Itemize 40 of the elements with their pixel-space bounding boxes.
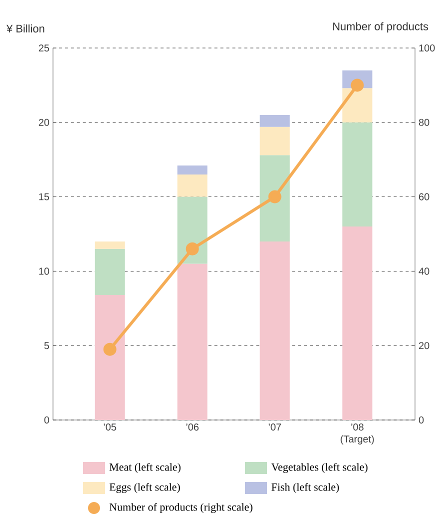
y2-tick-label: 80 xyxy=(418,118,430,126)
bar xyxy=(342,122,372,227)
legend-label: Vegetables (left scale) xyxy=(271,462,368,474)
x-tick-label: ’07 xyxy=(268,424,281,431)
bar xyxy=(177,174,208,197)
bar xyxy=(94,248,125,296)
x-tick-label: ’08 (Target) xyxy=(340,424,374,444)
x-tick-label: ’05 xyxy=(104,424,116,431)
bar xyxy=(177,166,208,174)
y2-axis-title: Number of products xyxy=(333,22,428,32)
y-tick-label: 5 xyxy=(44,342,50,350)
legend-label: Fish (left scale) xyxy=(272,482,339,494)
y-axis-title: ¥ Billion xyxy=(6,24,44,32)
y2-tick-label: 0 xyxy=(418,416,424,424)
y-tick-label: 25 xyxy=(38,44,50,52)
bar xyxy=(342,226,372,420)
point xyxy=(103,342,116,356)
legend-label: Number of products (right scale) xyxy=(110,502,252,514)
y2-tick-label: 20 xyxy=(419,342,430,350)
point xyxy=(186,242,199,256)
y-tick-label: 10 xyxy=(39,268,50,275)
legend-label: Eggs (left scale) xyxy=(110,482,180,494)
y-tick-label: 15 xyxy=(39,193,50,200)
y2-tick-label: 60 xyxy=(419,193,430,200)
bar xyxy=(94,295,125,420)
bar xyxy=(260,155,290,242)
point xyxy=(350,78,364,92)
legend-label: Meat (left scale) xyxy=(110,462,181,474)
y2-tick-label: 100 xyxy=(419,44,435,52)
bar xyxy=(260,241,290,420)
bar xyxy=(260,114,290,127)
bar xyxy=(342,88,372,122)
y2-tick-label: 40 xyxy=(418,268,430,275)
bar xyxy=(260,126,290,156)
y-tick-label: 20 xyxy=(38,118,50,126)
bar xyxy=(177,264,208,420)
x-tick-label: ’06 xyxy=(186,424,199,431)
point xyxy=(268,190,282,204)
y-tick-label: 0 xyxy=(44,416,50,424)
bar xyxy=(94,241,125,249)
